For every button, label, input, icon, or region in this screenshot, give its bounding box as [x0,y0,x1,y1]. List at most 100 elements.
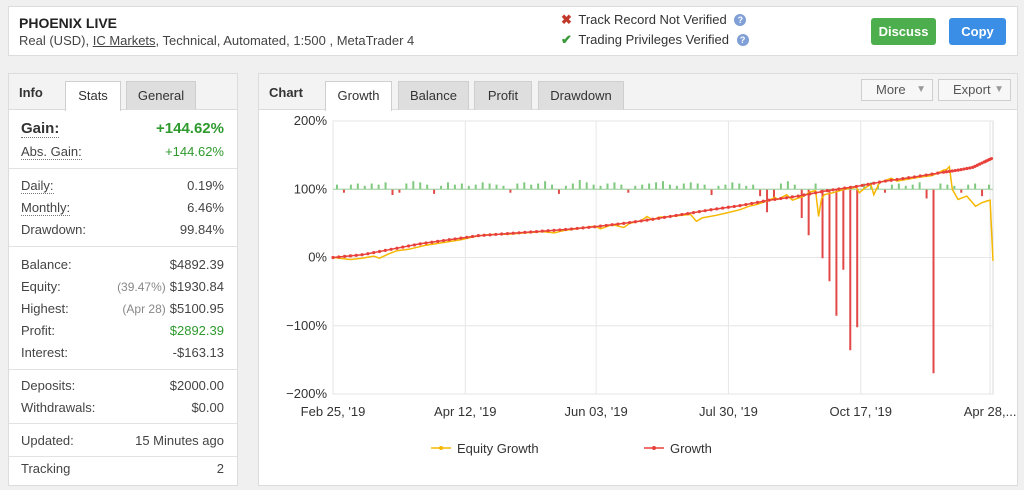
growth-marker [680,212,684,217]
profit-bar-positive [918,182,921,190]
profit-bar-positive [779,183,782,190]
abs-gain-row: Abs. Gain: +144.62% [21,144,224,162]
profit-bar-negative [821,189,824,259]
profit-bar-positive [502,185,505,190]
growth-marker [523,230,527,234]
account-type: Real (USD), [19,33,90,48]
profit-bar-negative [398,189,401,193]
profit-bar-positive [738,183,741,190]
growth-marker [936,171,940,175]
growth-marker [575,226,579,231]
tab-profit[interactable]: Profit [474,81,532,110]
growth-marker [366,252,370,256]
profit-bar-positive [613,182,616,190]
profit-bar-positive [634,185,637,190]
trading-privileges-label: Trading Privileges Verified [578,32,729,47]
profit-bar-positive [467,185,470,190]
info-tabbar: Info Stats General [9,74,237,111]
growth-marker [674,213,678,218]
equity-note: (39.47%) [117,280,166,294]
growth-marker [843,186,847,190]
profit-bar-positive [641,184,644,190]
y-tick-label: −200% [286,386,327,401]
profit-bar-positive [620,184,623,190]
help-icon[interactable]: ? [736,34,749,46]
growth-marker [389,247,393,251]
profit-bar-negative [710,189,713,195]
y-tick-label: 0% [308,250,327,265]
system-subtitle: Real (USD), IC Markets, Technical, Autom… [19,33,414,48]
profit-bar-positive [662,181,664,190]
tab-balance[interactable]: Balance [398,81,469,110]
growth-marker [436,239,440,243]
profit-bar-positive [405,183,408,190]
profit-bar-negative [842,189,845,270]
profit-bar-positive [675,185,678,190]
growth-marker [348,254,353,258]
more-dropdown[interactable]: More ▼ [861,79,933,101]
growth-marker [732,204,736,209]
tab-stats[interactable]: Stats [65,81,121,111]
broker-link[interactable]: IC Markets [92,33,156,48]
growth-marker [755,200,760,204]
legend-swatch-marker [439,446,443,450]
growth-marker [430,240,434,244]
growth-marker [883,179,888,183]
drawdown-label: Drawdown: [21,222,87,237]
growth-marker [645,218,649,222]
highest-row: Highest: (Apr 28) $5100.95 [21,301,224,319]
legend-label: Equity Growth [457,441,539,456]
growth-marker [610,223,614,227]
equity-growth-line [332,165,994,261]
growth-marker [569,227,574,231]
growth-marker [662,215,667,219]
track-record-status: ✖ Track Record Not Verified ? [561,12,747,28]
y-tick-label: 100% [294,181,328,196]
profit-bar-positive [564,185,567,190]
growth-marker [726,205,731,209]
withdrawals-label: Withdrawals: [21,400,96,415]
growth-marker [372,250,376,255]
gain-label: Gain: [21,120,60,138]
profit-bar-positive [967,184,970,190]
profit-bar-positive [349,184,352,190]
profit-bar-positive [863,183,866,190]
growth-marker [651,217,655,221]
more-label: More [876,82,906,97]
growth-marker [511,231,515,235]
profit-bar-positive [537,183,540,190]
growth-marker [715,207,719,211]
tab-growth[interactable]: Growth [325,81,392,111]
updated-row: Updated: 15 Minutes ago [21,433,224,451]
tab-drawdown[interactable]: Drawdown [538,81,624,110]
profit-bar-positive [585,182,588,190]
growth-marker [944,170,949,174]
copy-button[interactable]: Copy [949,18,1006,45]
tab-general[interactable]: General [126,81,196,110]
highest-note: (Apr 28) [122,302,166,316]
profit-bar-positive [370,183,373,190]
growth-marker [529,230,533,234]
growth-marker [878,180,882,184]
growth-marker [633,220,637,224]
discuss-button[interactable]: Discuss [871,18,936,45]
growth-marker [505,232,510,236]
help-icon[interactable]: ? [734,14,747,26]
growth-marker [872,181,876,185]
export-dropdown[interactable]: Export ▼ [938,79,1011,101]
profit-bar-positive [516,183,519,190]
monthly-label: Monthly: [21,200,71,216]
growth-marker [517,231,521,235]
profit-bar-positive [793,184,796,190]
growth-marker [331,255,335,260]
highest-label: Highest: [21,301,69,316]
chevron-down-icon: ▼ [916,84,926,95]
growth-marker [773,197,777,201]
profit-bar-positive [731,182,734,190]
profit-bar-positive [495,184,498,190]
profit-bar-negative [960,189,963,193]
growth-marker [406,244,411,248]
growth-marker [941,170,946,174]
profit-bar-positive [481,182,484,190]
profit-bar-positive [703,184,706,190]
